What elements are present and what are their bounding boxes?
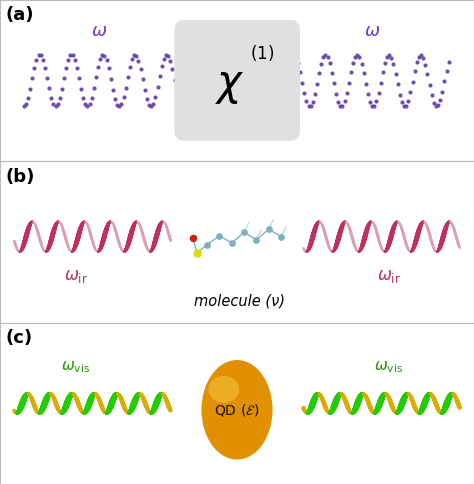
- Text: $\omega_{\rm vis}$: $\omega_{\rm vis}$: [61, 360, 91, 376]
- Text: $\chi$: $\chi$: [215, 64, 245, 106]
- FancyBboxPatch shape: [174, 20, 300, 141]
- Text: $\omega$: $\omega$: [91, 22, 108, 40]
- Text: QD ($\mathcal{E}$): QD ($\mathcal{E}$): [214, 402, 260, 418]
- Text: $(1)$: $(1)$: [250, 43, 273, 63]
- Text: $\omega_{\rm ir}$: $\omega_{\rm ir}$: [64, 268, 88, 285]
- Text: (c): (c): [6, 329, 33, 347]
- Text: (b): (b): [6, 168, 35, 186]
- Text: $\omega$: $\omega$: [364, 22, 380, 40]
- Text: molecule (ν): molecule (ν): [194, 294, 285, 309]
- Ellipse shape: [201, 360, 273, 459]
- Text: (a): (a): [6, 6, 34, 25]
- Text: $\omega_{\rm vis}$: $\omega_{\rm vis}$: [374, 360, 403, 376]
- Ellipse shape: [209, 376, 239, 403]
- Text: $\omega_{\rm ir}$: $\omega_{\rm ir}$: [377, 268, 401, 285]
